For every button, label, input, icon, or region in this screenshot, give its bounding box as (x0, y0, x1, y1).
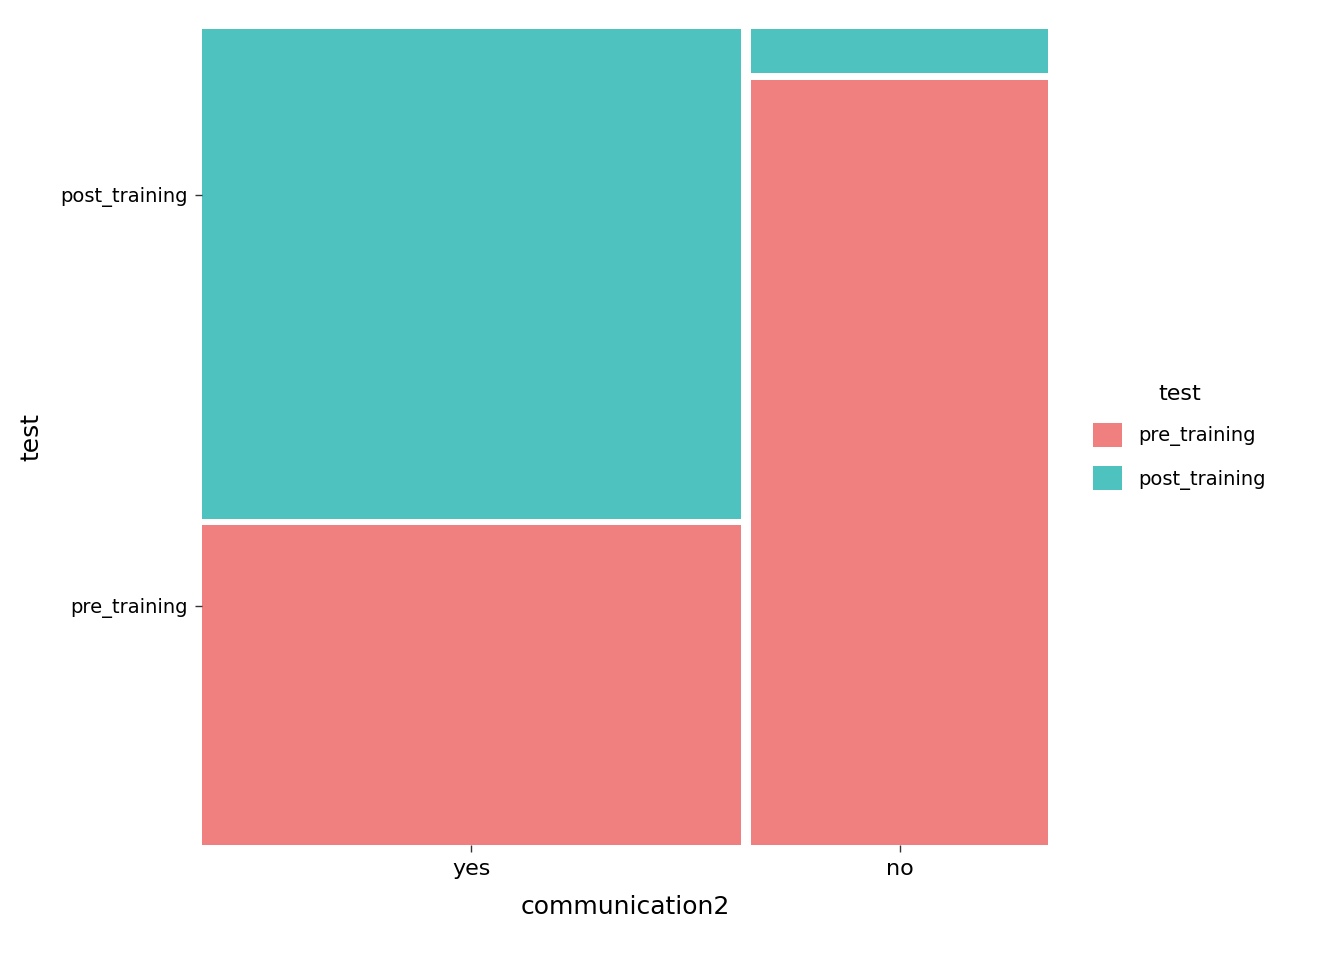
Bar (202, 518, 742, 525)
Legend: pre_training, post_training: pre_training, post_training (1083, 373, 1275, 500)
Bar (202, 29, 742, 518)
X-axis label: communication2: communication2 (520, 896, 730, 920)
Y-axis label: test: test (20, 413, 43, 461)
Bar (751, 80, 1048, 845)
Bar (751, 73, 1048, 80)
Bar (751, 29, 1048, 73)
Bar (202, 525, 742, 845)
